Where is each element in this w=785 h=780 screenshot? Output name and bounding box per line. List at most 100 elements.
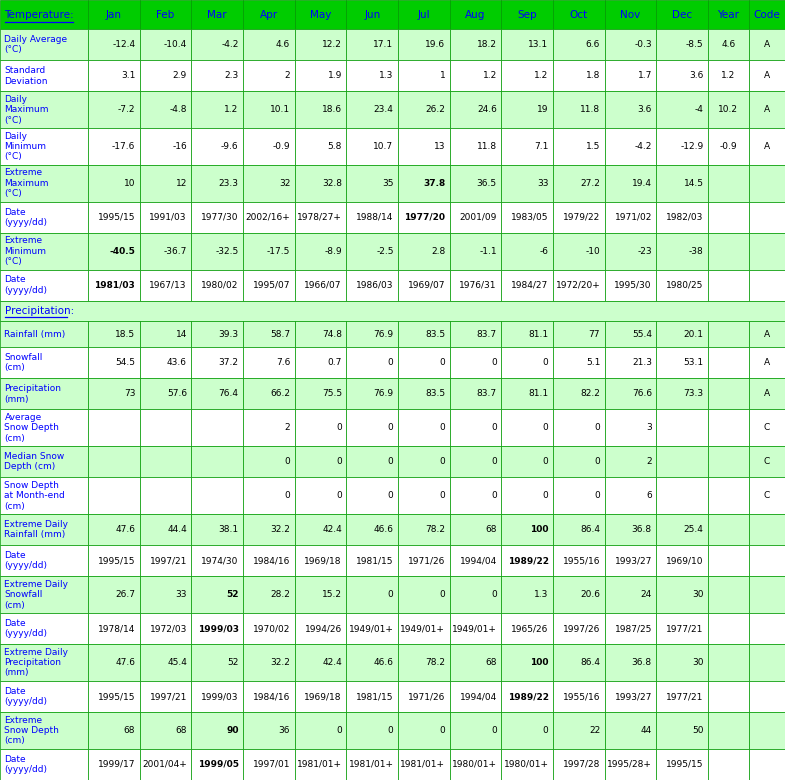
Bar (708, 347, 749, 378)
Text: 2.3: 2.3 (225, 71, 239, 80)
Bar (346, 712, 398, 749)
Bar (553, 232, 604, 270)
Bar (398, 378, 450, 410)
Text: 1995/15: 1995/15 (666, 760, 703, 769)
Bar (749, 712, 785, 749)
Bar (294, 321, 346, 347)
Bar (140, 270, 192, 300)
Text: 14: 14 (176, 330, 187, 339)
Text: 47.6: 47.6 (115, 658, 135, 667)
Text: -40.5: -40.5 (109, 246, 135, 256)
Bar (88, 60, 140, 91)
Text: Daily
Maximum
(°C): Daily Maximum (°C) (5, 95, 49, 125)
Text: 1967/13: 1967/13 (149, 281, 187, 289)
Bar (450, 321, 502, 347)
Bar (502, 477, 553, 514)
Text: Precipitation
(mm): Precipitation (mm) (5, 384, 61, 403)
Bar (656, 232, 708, 270)
Text: 3.6: 3.6 (637, 105, 652, 114)
Bar (553, 29, 604, 60)
Text: 1988/14: 1988/14 (356, 213, 393, 222)
Bar (192, 749, 243, 780)
Bar (450, 712, 502, 749)
Bar (140, 613, 192, 644)
Text: 1.3: 1.3 (534, 590, 549, 599)
Text: 42.4: 42.4 (322, 658, 342, 667)
Text: Daily
Minimum
(°C): Daily Minimum (°C) (5, 132, 46, 161)
Bar (398, 202, 450, 232)
Text: -32.5: -32.5 (215, 246, 239, 256)
Bar (553, 165, 604, 202)
Bar (88, 321, 140, 347)
Bar (749, 545, 785, 576)
Text: 1993/27: 1993/27 (615, 692, 652, 701)
Bar (243, 514, 294, 545)
Bar (140, 644, 192, 681)
Text: 1994/04: 1994/04 (460, 692, 497, 701)
Bar (450, 749, 502, 780)
Text: 32.2: 32.2 (270, 525, 290, 534)
Text: 0.7: 0.7 (327, 358, 342, 367)
Text: 1.2: 1.2 (483, 71, 497, 80)
Text: 42.4: 42.4 (322, 525, 342, 534)
Bar (346, 514, 398, 545)
Bar (708, 576, 749, 613)
Text: 1949/01+: 1949/01+ (400, 624, 445, 633)
Bar (656, 165, 708, 202)
Text: 0: 0 (542, 457, 549, 466)
Text: -12.4: -12.4 (112, 40, 135, 49)
Bar (708, 477, 749, 514)
Bar (708, 270, 749, 300)
Text: 11.8: 11.8 (580, 105, 601, 114)
Bar (140, 29, 192, 60)
Bar (243, 681, 294, 712)
Bar (294, 60, 346, 91)
Bar (294, 165, 346, 202)
Bar (0, 321, 88, 347)
Bar (656, 446, 708, 477)
Bar (192, 410, 243, 446)
Text: Date
(yyyy/dd): Date (yyyy/dd) (5, 619, 48, 638)
Text: 75.5: 75.5 (322, 389, 342, 399)
Text: 1997/21: 1997/21 (150, 692, 187, 701)
Text: 3: 3 (646, 424, 652, 432)
Text: 1971/02: 1971/02 (615, 213, 652, 222)
Bar (450, 644, 502, 681)
Text: 0: 0 (388, 491, 393, 500)
Bar (708, 613, 749, 644)
Text: 58.7: 58.7 (270, 330, 290, 339)
Text: 0: 0 (440, 358, 445, 367)
Bar (88, 202, 140, 232)
Text: 18.2: 18.2 (476, 40, 497, 49)
Bar (604, 128, 656, 165)
Text: 28.2: 28.2 (270, 590, 290, 599)
Bar (0, 477, 88, 514)
Text: 0: 0 (594, 457, 601, 466)
Text: Date
(yyyy/dd): Date (yyyy/dd) (5, 687, 48, 706)
Text: 7.1: 7.1 (534, 142, 549, 151)
Text: Oct: Oct (570, 9, 588, 20)
Text: A: A (764, 142, 770, 151)
Bar (0, 749, 88, 780)
Text: 17.1: 17.1 (374, 40, 393, 49)
Text: -0.9: -0.9 (720, 142, 737, 151)
Text: 76.9: 76.9 (374, 389, 393, 399)
Text: 1974/30: 1974/30 (201, 556, 239, 566)
Text: 52: 52 (226, 590, 239, 599)
Bar (243, 446, 294, 477)
Bar (192, 477, 243, 514)
Bar (708, 202, 749, 232)
Bar (604, 347, 656, 378)
Bar (502, 446, 553, 477)
Bar (604, 378, 656, 410)
Text: 0: 0 (440, 457, 445, 466)
Bar (749, 128, 785, 165)
Text: 0: 0 (491, 491, 497, 500)
Bar (346, 613, 398, 644)
Bar (749, 410, 785, 446)
Text: 1981/15: 1981/15 (356, 556, 393, 566)
Bar (243, 749, 294, 780)
Text: 78.2: 78.2 (425, 525, 445, 534)
Bar (398, 712, 450, 749)
Bar (0, 0, 88, 29)
